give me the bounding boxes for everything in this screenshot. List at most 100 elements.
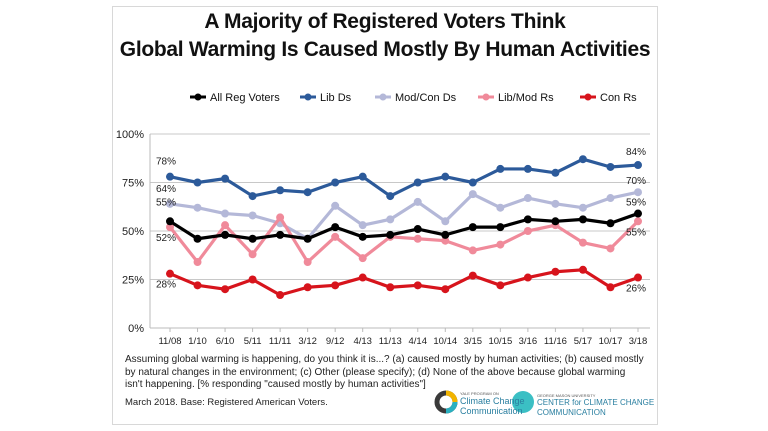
data-point <box>331 223 340 232</box>
data-point <box>523 227 532 235</box>
data-point <box>578 203 587 212</box>
base-note: March 2018. Base: Registered American Vo… <box>125 397 328 408</box>
data-point <box>276 230 285 239</box>
y-tick-label: 100% <box>116 129 144 141</box>
y-tick-label: 25% <box>122 275 144 287</box>
x-tick-label: 3/16 <box>519 336 538 347</box>
data-point <box>551 168 560 177</box>
data-point <box>496 203 505 212</box>
data-point <box>441 230 450 239</box>
first-value-label: 55% <box>156 197 176 208</box>
data-point <box>166 217 174 226</box>
data-point <box>551 199 560 208</box>
data-point <box>221 209 230 218</box>
data-point <box>276 186 285 195</box>
data-point <box>248 275 257 284</box>
data-point <box>468 223 477 232</box>
data-point <box>358 172 367 181</box>
x-tick-label: 11/16 <box>544 336 567 347</box>
x-tick-label: 9/12 <box>326 336 345 347</box>
x-tick-label: 5/17 <box>574 336 593 347</box>
legend-swatch-marker <box>584 93 592 101</box>
data-point <box>523 273 532 282</box>
legend-label: Mod/Con Ds <box>395 92 457 104</box>
data-point <box>193 258 202 267</box>
data-point <box>331 178 340 187</box>
y-tick-label: 50% <box>122 226 144 238</box>
last-value-label: 59% <box>626 198 646 209</box>
data-point <box>331 281 340 290</box>
series-line <box>169 212 639 241</box>
data-point <box>166 172 174 181</box>
x-tick-label: 5/11 <box>244 336 262 347</box>
data-point <box>386 215 395 224</box>
data-point <box>441 236 450 245</box>
data-point <box>413 234 422 243</box>
data-point <box>523 215 532 224</box>
data-point <box>496 223 505 232</box>
data-point <box>496 164 505 173</box>
data-point <box>468 190 477 199</box>
data-point <box>193 234 202 243</box>
data-point <box>303 234 312 243</box>
x-tick-label: 3/15 <box>464 336 483 347</box>
data-point <box>358 273 367 282</box>
x-tick-label: 11/11 <box>269 336 291 347</box>
data-point <box>441 285 450 294</box>
chart-title-line-1: A Majority of Registered Voters Think <box>204 10 566 33</box>
data-point <box>193 203 202 212</box>
data-point <box>551 217 560 226</box>
data-point <box>358 221 367 230</box>
data-point <box>496 240 505 249</box>
data-point <box>221 285 230 294</box>
data-point <box>331 232 340 241</box>
legend-label: Con Rs <box>600 92 637 104</box>
last-value-label: 84% <box>626 147 646 158</box>
data-point <box>606 194 615 203</box>
data-point <box>248 211 257 220</box>
x-tick-label: 1/10 <box>188 336 207 347</box>
data-point <box>221 174 230 183</box>
legend-swatch-marker <box>194 93 202 101</box>
first-value-label: 52% <box>156 233 176 244</box>
data-point <box>468 271 477 280</box>
x-tick-label: 10/17 <box>599 336 623 347</box>
data-point <box>578 215 587 224</box>
data-point <box>413 225 422 234</box>
first-value-label: 78% <box>156 157 176 168</box>
data-point <box>578 265 587 274</box>
data-point <box>386 230 395 239</box>
data-point <box>303 258 312 267</box>
legend-swatch-marker <box>304 93 312 101</box>
legend-label: Lib/Mod Rs <box>498 92 554 104</box>
x-tick-label: 3/18 <box>629 336 648 347</box>
x-tick-label: 10/15 <box>488 336 512 347</box>
x-tick-label: 11/13 <box>379 336 402 347</box>
last-value-label: 70% <box>626 176 646 187</box>
data-point <box>606 283 615 292</box>
y-tick-label: 75% <box>122 178 144 190</box>
legend-swatch-marker <box>379 93 387 101</box>
data-point <box>578 155 587 164</box>
data-point <box>248 250 257 259</box>
data-point <box>331 201 340 210</box>
series-line <box>169 157 639 198</box>
data-point <box>606 162 615 171</box>
legend-label: Lib Ds <box>320 92 352 104</box>
first-value-label: 28% <box>156 280 176 291</box>
data-point <box>634 161 642 170</box>
data-point <box>386 283 395 292</box>
data-point <box>606 219 615 228</box>
data-point <box>413 197 422 206</box>
data-point <box>468 178 477 187</box>
data-point <box>551 267 560 276</box>
first-value-label: 64% <box>156 184 176 195</box>
series-line <box>168 215 640 264</box>
data-point <box>221 221 230 230</box>
data-point <box>358 232 367 241</box>
data-point <box>303 188 312 197</box>
data-point <box>166 223 174 232</box>
data-point <box>523 164 532 173</box>
data-point <box>578 238 587 247</box>
